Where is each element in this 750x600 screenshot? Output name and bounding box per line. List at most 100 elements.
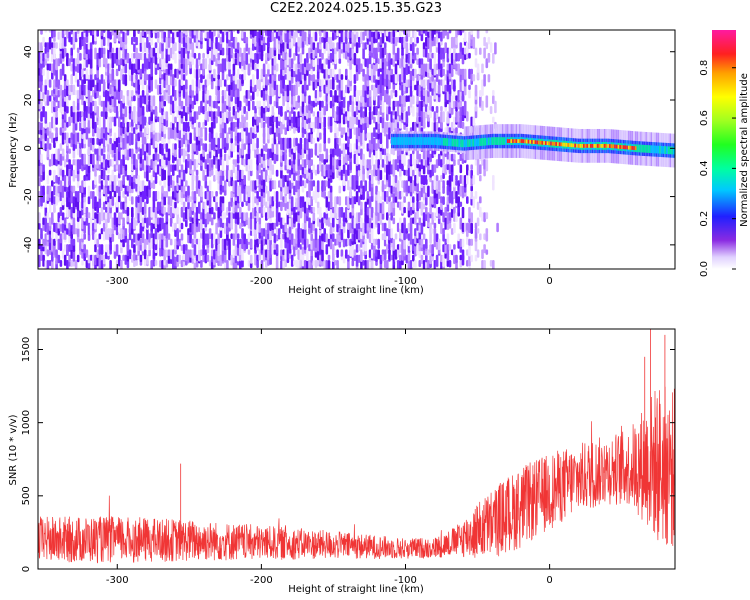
spectrogram-cell bbox=[146, 121, 149, 135]
spectrogram-cell bbox=[327, 260, 331, 269]
spectrogram-cell bbox=[325, 244, 329, 255]
spectrogram-cell bbox=[254, 180, 257, 190]
spectrogram-cell bbox=[401, 222, 404, 234]
spectrogram-cell bbox=[98, 254, 102, 264]
spectrogram-cell bbox=[79, 84, 82, 97]
spectrogram-cell bbox=[154, 175, 158, 184]
spectrogram-cell bbox=[468, 222, 471, 234]
spectrogram-cell bbox=[217, 63, 220, 75]
spectrogram-cell bbox=[131, 90, 134, 97]
spectrogram-cell bbox=[85, 164, 89, 175]
spectrogram-cell bbox=[46, 185, 50, 195]
spectrogram-cell bbox=[161, 36, 164, 44]
spectrogram-cell bbox=[405, 254, 409, 264]
spectrogram-cell bbox=[323, 30, 326, 38]
spectrogram-cell bbox=[165, 111, 169, 121]
spectrogram-cell bbox=[310, 100, 313, 107]
spectrogram-cell bbox=[325, 212, 329, 220]
spectrogram-cell bbox=[152, 201, 156, 213]
spectrogram-cell bbox=[221, 121, 225, 129]
spectrogram-cell bbox=[61, 63, 65, 76]
spectrogram-cell bbox=[306, 159, 309, 166]
spectrogram-cell bbox=[370, 228, 374, 240]
spectrogram-cell bbox=[334, 47, 337, 55]
spectrogram-cell bbox=[278, 74, 281, 82]
spectrogram-cell bbox=[403, 74, 406, 84]
spectrogram-cell bbox=[323, 143, 326, 152]
spectrogram-cell bbox=[284, 74, 287, 80]
spectrogram-cell bbox=[342, 175, 346, 186]
spectrogram-cell bbox=[247, 90, 251, 99]
spectrogram-cell bbox=[321, 238, 324, 250]
spectrogram-cell bbox=[282, 185, 285, 193]
spectrogram-cell bbox=[182, 132, 186, 145]
spectrogram-cell bbox=[297, 260, 300, 269]
spectrogram-cell bbox=[182, 201, 186, 211]
spectrogram-cell bbox=[297, 222, 300, 233]
spectrogram-cell bbox=[347, 196, 350, 209]
spectrogram-cell bbox=[102, 169, 106, 181]
spectrogram-cell bbox=[113, 132, 117, 142]
spectrogram-cell bbox=[349, 159, 352, 171]
spectrogram-cell bbox=[254, 228, 257, 240]
spectrogram-cell bbox=[195, 30, 199, 39]
spectrogram-cell bbox=[137, 249, 140, 256]
spectrogram-cell bbox=[137, 185, 140, 196]
spectrogram-cell bbox=[150, 159, 153, 169]
spectrogram-cell bbox=[357, 228, 361, 241]
spectrogram-cell bbox=[450, 169, 454, 182]
spectrogram-cell bbox=[109, 95, 112, 106]
spectrogram-cell bbox=[388, 121, 391, 128]
spectrogram-cell bbox=[450, 52, 454, 64]
spectrogram-cell bbox=[375, 121, 378, 130]
spectrogram-cell bbox=[370, 206, 374, 218]
spectrogram-cell bbox=[213, 196, 216, 203]
spectrogram-cell bbox=[135, 47, 138, 59]
spectrogram-cell bbox=[70, 106, 73, 118]
spectrogram-cell bbox=[189, 36, 192, 44]
spectrogram-cell bbox=[236, 169, 240, 181]
spectrogram-cell bbox=[92, 116, 95, 129]
spectrogram-cell bbox=[360, 201, 363, 210]
spectrogram-cell bbox=[357, 185, 361, 193]
spectrogram-cell bbox=[440, 222, 443, 235]
spectrogram-cell bbox=[290, 153, 294, 162]
spectrogram-cell bbox=[405, 31, 409, 42]
spectrogram-cell bbox=[256, 164, 259, 171]
spectrogram-cell bbox=[258, 116, 262, 123]
spectrogram-cell bbox=[260, 228, 264, 237]
spectrogram-cell bbox=[448, 260, 452, 268]
spectrogram-cell bbox=[403, 36, 406, 48]
spectrogram-cell bbox=[364, 58, 367, 68]
spectrogram-cell bbox=[420, 238, 424, 248]
spectrogram-cell bbox=[338, 164, 342, 172]
spectrogram-cell bbox=[366, 191, 370, 199]
spectrogram-cell bbox=[338, 175, 342, 181]
spectrogram-cell bbox=[323, 228, 326, 241]
spectrogram-cell bbox=[403, 228, 406, 241]
spectrogram-cell bbox=[435, 254, 439, 267]
spectrogram-cell bbox=[381, 233, 385, 241]
spectrogram-cell bbox=[131, 206, 134, 217]
spectrogram-cell bbox=[219, 148, 223, 158]
spectrogram-cell bbox=[137, 95, 140, 108]
spectrogram-cell bbox=[252, 74, 255, 87]
spectrogram-cell bbox=[357, 169, 361, 177]
spectrogram-cell bbox=[83, 84, 86, 96]
spectrogram-cell bbox=[221, 185, 225, 193]
spectrogram-cell bbox=[416, 47, 419, 55]
spectrogram-cell bbox=[40, 249, 43, 261]
spectrogram-cell bbox=[282, 233, 285, 240]
spectrogram-cell bbox=[364, 90, 367, 102]
spectrogram-cell bbox=[204, 100, 208, 112]
spectrogram-cell bbox=[232, 84, 236, 97]
spectrogram-cell bbox=[431, 74, 434, 82]
spectrogram-cell bbox=[319, 153, 322, 162]
spectrogram-cell bbox=[59, 180, 63, 193]
spectrogram-cell bbox=[66, 260, 69, 269]
spectrogram-cell bbox=[167, 52, 171, 62]
spectrogram-cell bbox=[72, 100, 76, 109]
spectrogram-cell bbox=[241, 143, 244, 156]
spectrogram-cell bbox=[213, 249, 216, 260]
spectrogram-cell bbox=[92, 191, 95, 201]
